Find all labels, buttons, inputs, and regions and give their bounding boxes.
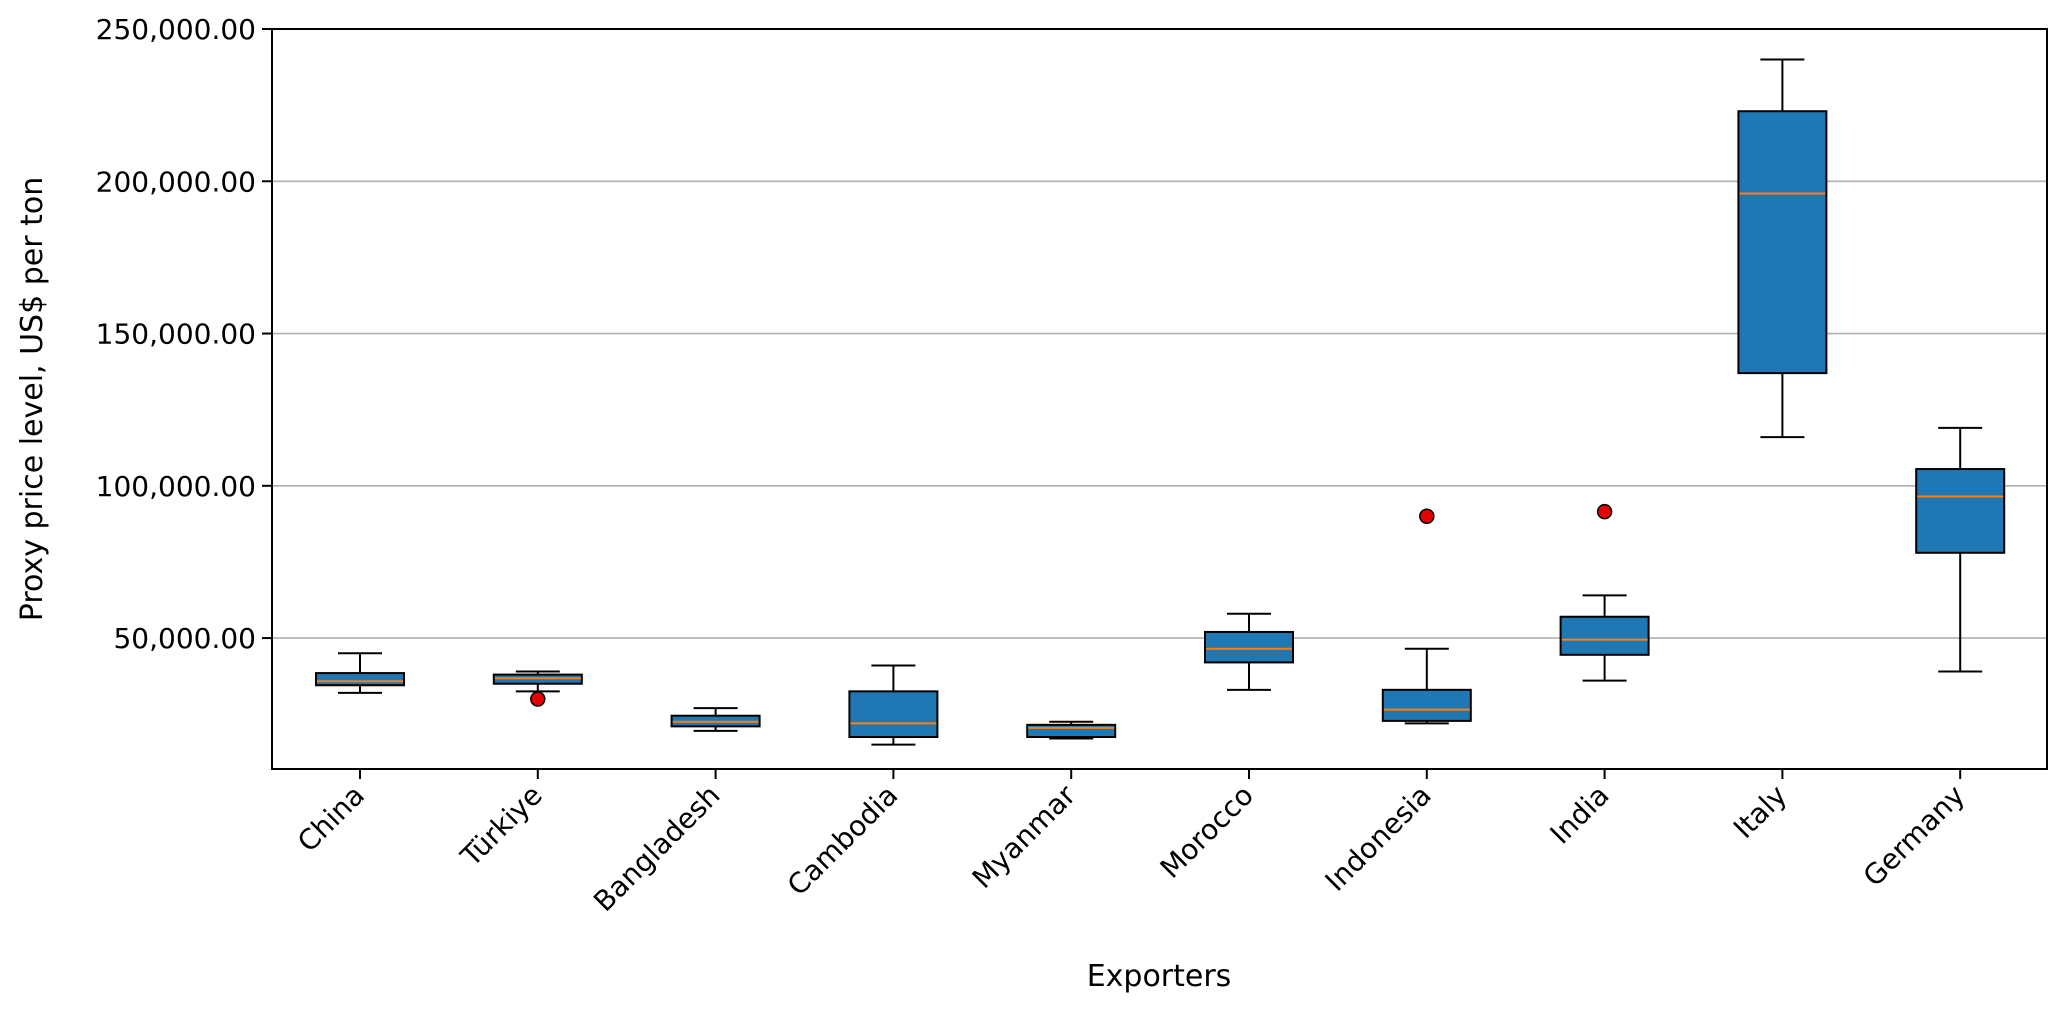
box-iqr: [848, 690, 939, 739]
box-myanmar: [1026, 720, 1117, 740]
plot-frame: [271, 28, 2048, 770]
box-iqr: [1204, 630, 1294, 664]
outlier-point: [1596, 503, 1613, 520]
box-germany: [1915, 426, 2006, 673]
y-axis-ticks: 50,000.00 100,000.00 150,000.00 200,000.00 2…: [96, 13, 272, 655]
box-iqr: [1737, 110, 1828, 375]
box-iqr: [1559, 615, 1650, 656]
y-axis-title: Proxy price level, US$ per ton: [15, 177, 50, 621]
x-tick-label: China: [291, 779, 371, 859]
y-tick-label: 250,000.00: [96, 13, 256, 46]
x-tick-label: Myanmar: [966, 778, 1083, 895]
y-tick-label: 50,000.00: [113, 622, 256, 655]
outlier-point: [530, 691, 546, 707]
y-tick-label: 200,000.00: [96, 165, 256, 198]
box-türkiye: [492, 670, 583, 707]
box-italy: [1737, 58, 1828, 439]
box-iqr: [1026, 723, 1117, 739]
x-tick-label: Türkiye: [454, 779, 549, 874]
x-tick-label: Morocco: [1154, 779, 1260, 885]
boxes-layer: [315, 58, 2006, 746]
x-tick-label: Cambodia: [781, 779, 904, 902]
box-iqr: [1915, 468, 2006, 554]
x-tick-label: India: [1544, 779, 1616, 851]
x-tick-label: Bangladesh: [587, 779, 726, 918]
box-iqr: [1381, 688, 1472, 722]
box-iqr: [315, 672, 405, 687]
box-cambodia: [848, 664, 939, 746]
box-india: [1559, 503, 1650, 682]
x-tick-label: Italy: [1727, 779, 1793, 845]
box-bangladesh: [670, 707, 761, 732]
x-axis-ticks: China Türkiye Bangladesh Cambodia Myanmar Mor…: [291, 769, 1971, 918]
x-axis-title: Exporters: [1087, 959, 1232, 994]
box-indonesia: [1381, 508, 1472, 725]
y-tick-label: 150,000.00: [96, 318, 256, 351]
outlier-point: [1419, 508, 1435, 524]
x-tick-label: Indonesia: [1319, 779, 1438, 898]
x-tick-label: Germany: [1857, 779, 1971, 893]
box-china: [315, 652, 405, 694]
box-morocco: [1204, 612, 1294, 691]
y-tick-label: 100,000.00: [96, 470, 256, 503]
